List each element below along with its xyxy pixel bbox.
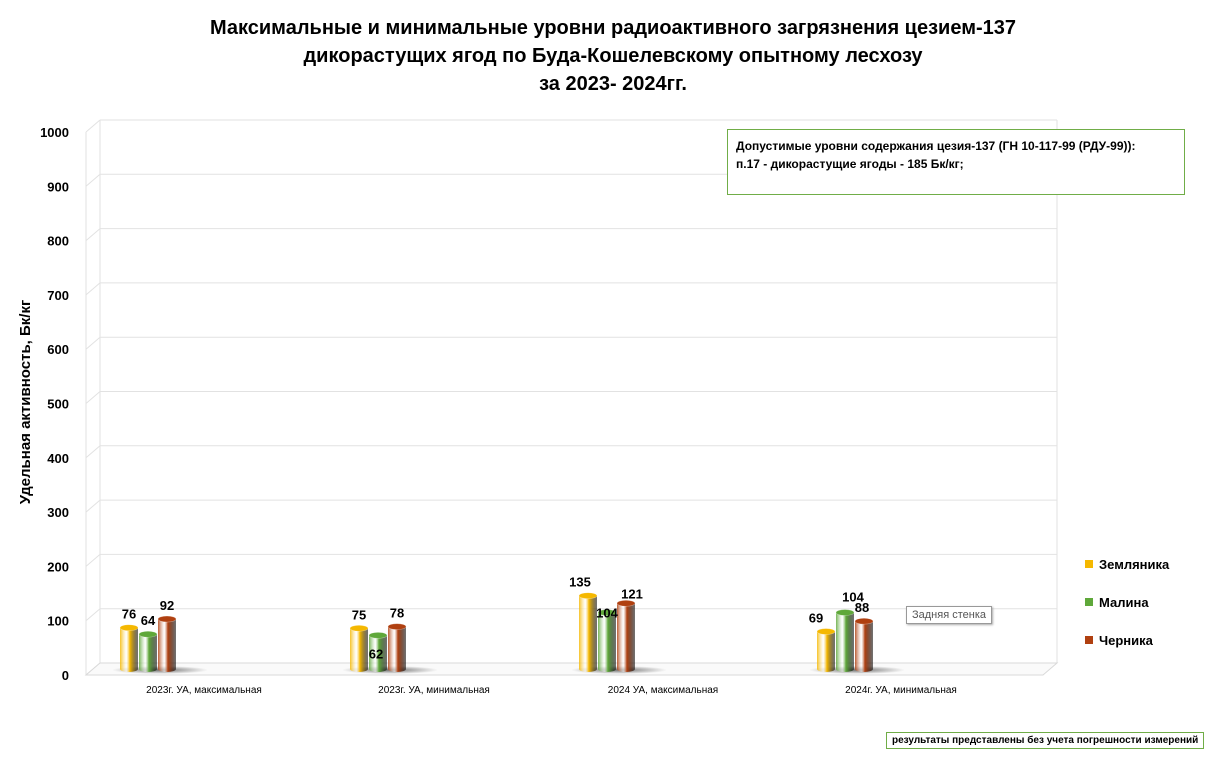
bar-body: [617, 603, 635, 672]
gridline-depth: [85, 336, 101, 350]
chart-title-line-2: дикорастущих ягод по Буда-Кошелевскому о…: [303, 45, 923, 67]
data-label: 78: [390, 606, 404, 621]
data-label: 135: [569, 575, 591, 590]
bar-body: [817, 631, 835, 672]
note-line-1: Допустимые уровни содержания цезия-137 (…: [736, 139, 1136, 153]
bar-top: [616, 599, 636, 607]
note-line-2: п.17 - дикорастущие ягоды - 185 Бк/кг;: [736, 157, 964, 171]
legend-label: Черника: [1099, 632, 1153, 648]
y-tick-label: 900: [47, 179, 69, 194]
data-label: 75: [352, 607, 366, 622]
gridline-depth: [85, 119, 101, 133]
gridline-depth: [85, 173, 101, 187]
y-tick-label: 600: [47, 342, 69, 357]
bar-body: [139, 634, 157, 672]
bar-body: [369, 635, 387, 672]
gridline-depth: [85, 499, 101, 513]
data-label: 64: [141, 613, 156, 628]
legend-swatch-malina: [1085, 598, 1093, 606]
bar-top: [835, 609, 855, 616]
bar-1-0[interactable]: [349, 624, 369, 672]
bar-2-1[interactable]: [597, 609, 617, 672]
data-label: 104: [842, 590, 864, 605]
bar-top: [387, 623, 407, 630]
gridline-depth: [85, 608, 101, 622]
y-tick-label: 100: [47, 614, 69, 629]
data-label: 88: [855, 600, 869, 615]
footnote: результаты представлены без учета погреш…: [886, 732, 1205, 749]
back-wall-tooltip: Задняя стенка: [906, 606, 993, 624]
bar-top: [349, 624, 369, 632]
y-tick-label: 800: [47, 234, 69, 249]
bar-3-2[interactable]: [854, 617, 874, 672]
x-tick-label: 2024 УА, максимальная: [608, 685, 718, 696]
bar-body: [836, 612, 854, 672]
legend-item-zemlyanika[interactable]: Земляника: [1085, 545, 1169, 583]
chart-title-line-1: Максимальные и минимальные уровни радиоа…: [209, 17, 1017, 39]
chart-floor: [84, 662, 1059, 676]
bar-top: [157, 615, 177, 623]
y-tick-label: 500: [47, 397, 69, 412]
chart-title-line-3: за 2023- 2024гг.: [539, 73, 687, 95]
gridline-depth: [85, 554, 101, 567]
legend: Земляника Малина Черника: [1085, 545, 1169, 659]
data-label: 69: [809, 611, 823, 626]
data-label: 76: [122, 607, 136, 622]
bar-body: [120, 627, 138, 672]
legend-swatch-zemlyanika: [1085, 560, 1093, 568]
bar-body: [158, 619, 176, 672]
bar-top: [854, 617, 874, 625]
bar-top: [597, 609, 617, 616]
bar-top: [138, 630, 158, 638]
bar-0-0[interactable]: [119, 624, 139, 672]
bar-body: [388, 626, 406, 672]
bar-top: [119, 624, 139, 632]
bar-2-0[interactable]: [578, 592, 598, 672]
bar-body: [579, 595, 597, 672]
bar-1-2[interactable]: [387, 623, 407, 672]
permissible-levels-note: Допустимые уровни содержания цезия-137 (…: [727, 129, 1185, 195]
y-tick-label: 700: [47, 288, 69, 303]
bar-top: [816, 628, 836, 635]
bar-1-1[interactable]: [368, 632, 388, 672]
data-label: 104: [596, 606, 618, 621]
x-tick-label: 2023г. УА, максимальная: [146, 685, 262, 696]
legend-label: Земляника: [1099, 556, 1170, 572]
bar-body: [598, 612, 616, 672]
bar-body: [350, 628, 368, 672]
bar-top: [578, 592, 598, 599]
x-tick-label: 2024г. УА, минимальная: [845, 685, 957, 696]
bar-2-2[interactable]: [616, 599, 636, 672]
y-tick-label: 300: [47, 505, 69, 520]
y-tick-label: 400: [47, 451, 69, 466]
bar-body: [855, 621, 873, 672]
chart-title: Максимальные и минимальные уровни радиоа…: [0, 14, 1226, 98]
legend-label: Малина: [1099, 594, 1149, 610]
y-tick-label: 200: [47, 559, 69, 574]
data-label: 121: [621, 586, 643, 601]
y-tick-label: 0: [62, 668, 69, 683]
x-tick-label: 2023г. УА, минимальная: [378, 685, 490, 696]
gridline-depth: [85, 228, 101, 241]
legend-swatch-chernika: [1085, 636, 1093, 644]
bar-0-1[interactable]: [138, 630, 158, 672]
gridline-depth: [85, 445, 101, 459]
gridline-depth: [85, 282, 101, 296]
bar-top: [368, 632, 388, 639]
bar-3-0[interactable]: [816, 628, 836, 672]
y-tick-label: 1000: [40, 125, 69, 140]
gridline-depth: [85, 391, 101, 404]
legend-item-chernika[interactable]: Черника: [1085, 621, 1169, 659]
bar-3-1[interactable]: [835, 609, 855, 672]
legend-item-malina[interactable]: Малина: [1085, 583, 1169, 621]
bar-0-2[interactable]: [157, 615, 177, 672]
data-label: 92: [160, 598, 174, 613]
data-label: 62: [369, 646, 383, 661]
